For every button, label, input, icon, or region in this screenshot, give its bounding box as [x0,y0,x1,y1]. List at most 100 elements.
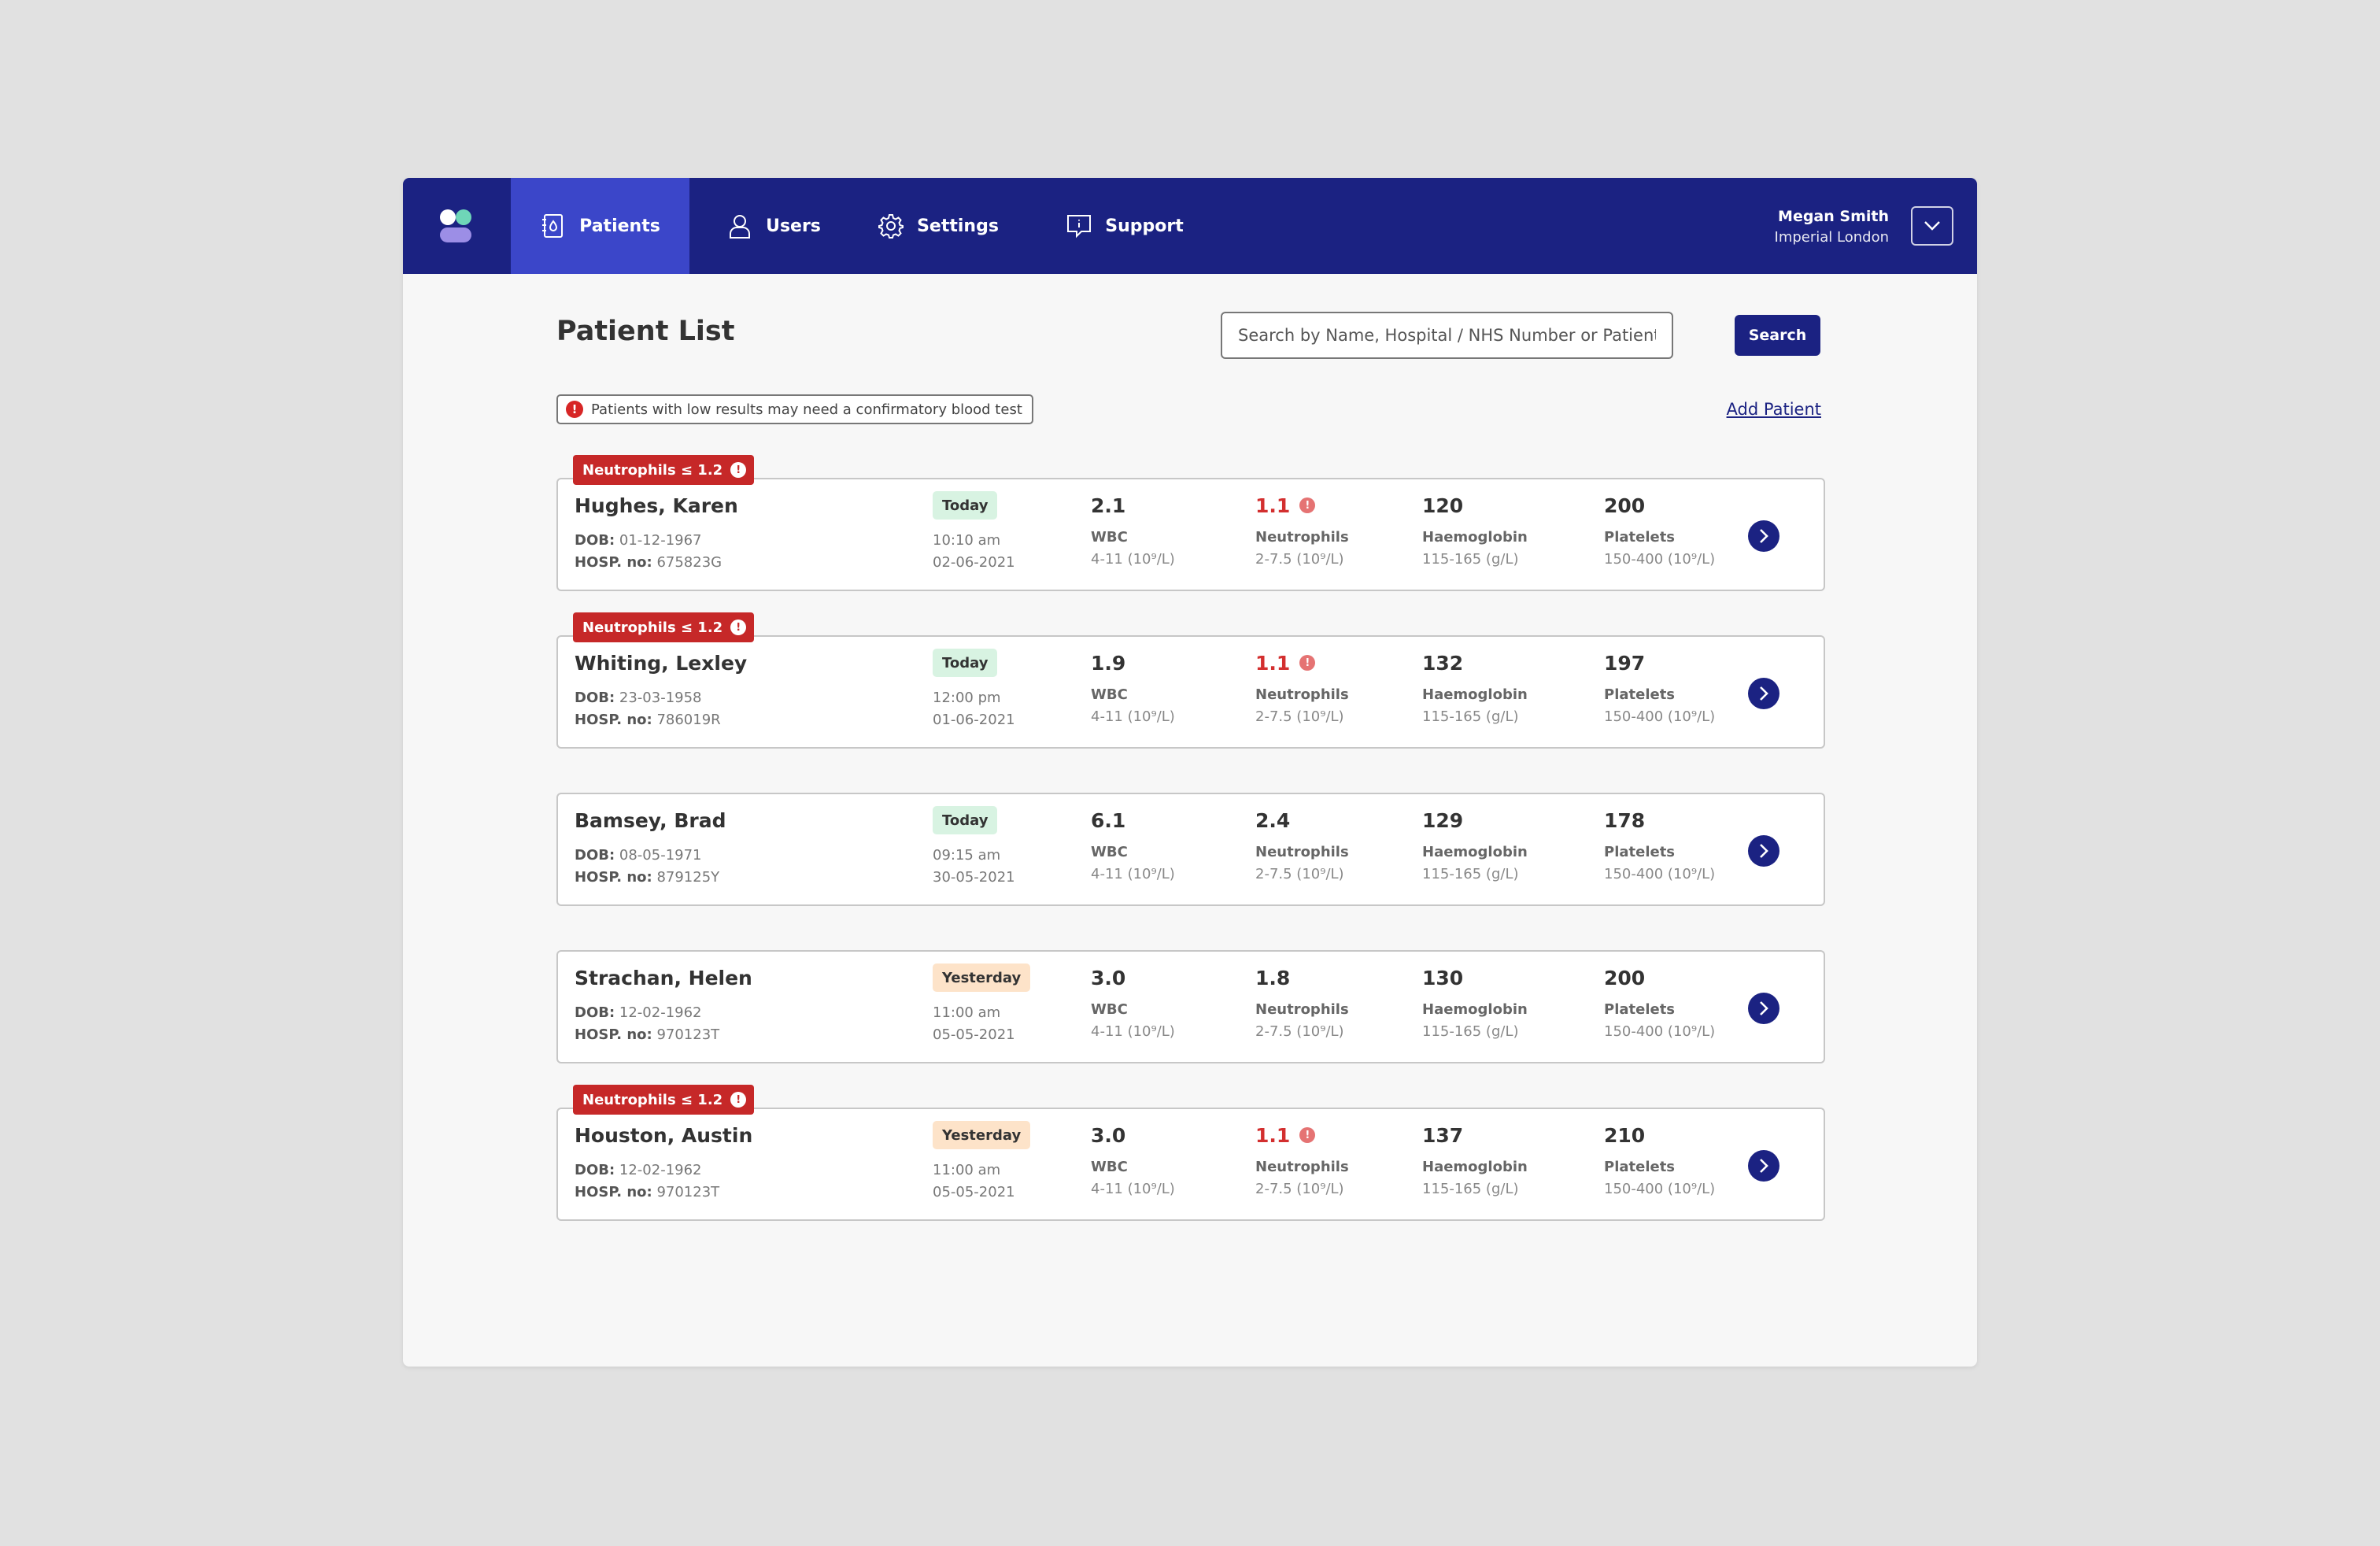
platelets-range: 150-400 (10⁹/L) [1604,708,1716,725]
chevron-right-icon [1760,529,1768,543]
wbc-label: WBC [1091,529,1128,546]
neutrophils-range: 2-7.5 (10⁹/L) [1255,1023,1344,1040]
alert-icon: ! [730,1092,747,1108]
chevron-right-icon [1760,686,1768,701]
nav-item-support[interactable]: Support [1042,178,1207,274]
platelets-value: 200 [1604,966,1646,989]
neutrophils-value-row: 1.8 [1255,963,1349,992]
patient-identifiers: DOB: 12-02-1962 HOSP. no: 970123T [575,1002,719,1046]
result-date: 01-06-2021 [933,712,1015,728]
add-patient-link[interactable]: Add Patient [1726,400,1821,419]
nav-item-patients[interactable]: Patients [511,178,689,274]
top-navbar: Patients Users Settings Support [403,178,1977,274]
neutrophils-value: 2.4 [1255,808,1291,832]
open-patient-button[interactable] [1748,993,1779,1024]
result-time: 11:00 am [933,1162,1001,1178]
patient-name: Whiting, Lexley [575,652,748,675]
user-icon [730,215,751,239]
patient-hosp-number: 786019R [656,712,721,728]
result-timestamp: 11:00 am 05-05-2021 [933,1160,1015,1204]
hosp-label: HOSP. no: [575,1184,652,1200]
result-day-badge: Yesterday [933,963,1031,992]
wbc-range: 4-11 (10⁹/L) [1091,708,1175,725]
result-date: 02-06-2021 [933,554,1015,571]
result-date: 05-05-2021 [933,1026,1015,1043]
patient-dob: 08-05-1971 [619,847,702,864]
platelets-value: 197 [1604,651,1646,675]
metric-platelets: 210 Platelets 150-400 (10⁹/L) [1604,1124,1715,1200]
haemoglobin-range: 115-165 (g/L) [1422,708,1519,725]
alert-tag-label: Neutrophils ≤ 1.2 [582,619,723,636]
haemoglobin-label: Haemoglobin [1422,529,1528,546]
patient-row[interactable]: Hughes, Karen DOB: 01-12-1967 HOSP. no: … [556,478,1825,591]
platelets-value: 200 [1604,494,1646,517]
open-patient-button[interactable] [1748,678,1779,709]
patient-hosp-number: 970123T [656,1184,720,1200]
platelets-label: Platelets [1604,1001,1676,1018]
metric-neutrophils: 2.4 Neutrophils 2-7.5 (10⁹/L) [1255,809,1349,886]
platelets-value: 210 [1604,1123,1646,1147]
neutrophils-value: 1.1 [1255,494,1291,517]
wbc-range: 4-11 (10⁹/L) [1091,1023,1175,1040]
open-patient-button[interactable] [1748,835,1779,867]
haemoglobin-label: Haemoglobin [1422,1001,1528,1018]
haemoglobin-value: 120 [1422,494,1464,517]
neutrophils-value: 1.1 [1255,651,1291,675]
search-button[interactable]: Search [1735,315,1820,356]
neutrophils-range: 2-7.5 (10⁹/L) [1255,1181,1344,1197]
result-timestamp: 12:00 pm 01-06-2021 [933,687,1015,731]
patient-row[interactable]: Houston, Austin DOB: 12-02-1962 HOSP. no… [556,1108,1825,1221]
nav-label-patients: Patients [579,216,660,236]
user-name: Megan Smith [1778,208,1889,225]
open-patient-button[interactable] [1748,1150,1779,1182]
search-input[interactable] [1221,312,1673,359]
wbc-label: WBC [1091,844,1128,860]
wbc-value: 3.0 [1091,966,1126,989]
support-message-icon [1067,215,1092,239]
patient-file-icon [542,214,564,238]
wbc-label: WBC [1091,1159,1128,1175]
result-time: 12:00 pm [933,690,1001,706]
neutrophils-label: Neutrophils [1255,844,1349,860]
neutrophils-value-row: 1.1 ! [1255,649,1349,677]
user-account-info[interactable]: Megan Smith Imperial London [1775,206,1889,249]
user-organisation: Imperial London [1774,229,1889,246]
patient-name: Strachan, Helen [575,967,752,989]
wbc-label: WBC [1091,1001,1128,1018]
alert-tag-label: Neutrophils ≤ 1.2 [582,461,723,479]
low-result-alert-icon: ! [1299,1127,1316,1143]
metric-platelets: 200 Platelets 150-400 (10⁹/L) [1604,494,1715,571]
dob-label: DOB: [575,1004,615,1021]
haemoglobin-label: Haemoglobin [1422,686,1528,703]
result-day-badge: Yesterday [933,1121,1031,1149]
metric-wbc: 2.1 WBC 4-11 (10⁹/L) [1091,494,1175,571]
chevron-down-icon [1924,221,1940,231]
open-patient-button[interactable] [1748,520,1779,552]
user-menu-dropdown-button[interactable] [1911,206,1953,246]
wbc-value: 6.1 [1091,808,1126,832]
nav-item-settings[interactable]: Settings [867,178,1009,274]
page-title: Patient List [556,316,735,347]
metric-neutrophils: 1.1 ! Neutrophils 2-7.5 (10⁹/L) [1255,652,1349,728]
patient-row[interactable]: Whiting, Lexley DOB: 23-03-1958 HOSP. no… [556,635,1825,749]
result-day-badge: Today [933,649,998,677]
metric-neutrophils: 1.1 ! Neutrophils 2-7.5 (10⁹/L) [1255,494,1349,571]
metric-wbc: 3.0 WBC 4-11 (10⁹/L) [1091,1124,1175,1200]
patient-row[interactable]: Bamsey, Brad DOB: 08-05-1971 HOSP. no: 8… [556,793,1825,906]
dob-label: DOB: [575,532,615,549]
patient-row[interactable]: Strachan, Helen DOB: 12-02-1962 HOSP. no… [556,950,1825,1063]
alert-icon: ! [730,462,747,478]
low-results-notice: ! Patients with low results may need a c… [556,394,1033,424]
neutrophils-value: 1.8 [1255,966,1291,989]
dob-label: DOB: [575,690,615,706]
app-logo-icon[interactable] [439,209,472,243]
neutrophils-alert-tag: Neutrophils ≤ 1.2 ! [573,612,755,642]
patient-dob: 12-02-1962 [619,1004,702,1021]
nav-label-support: Support [1105,216,1184,236]
nav-item-users[interactable]: Users [715,178,833,274]
neutrophils-alert-tag: Neutrophils ≤ 1.2 ! [573,455,755,485]
hosp-label: HOSP. no: [575,554,652,571]
result-day-badge: Today [933,806,998,834]
chevron-right-icon [1760,1001,1768,1015]
wbc-range: 4-11 (10⁹/L) [1091,1181,1175,1197]
